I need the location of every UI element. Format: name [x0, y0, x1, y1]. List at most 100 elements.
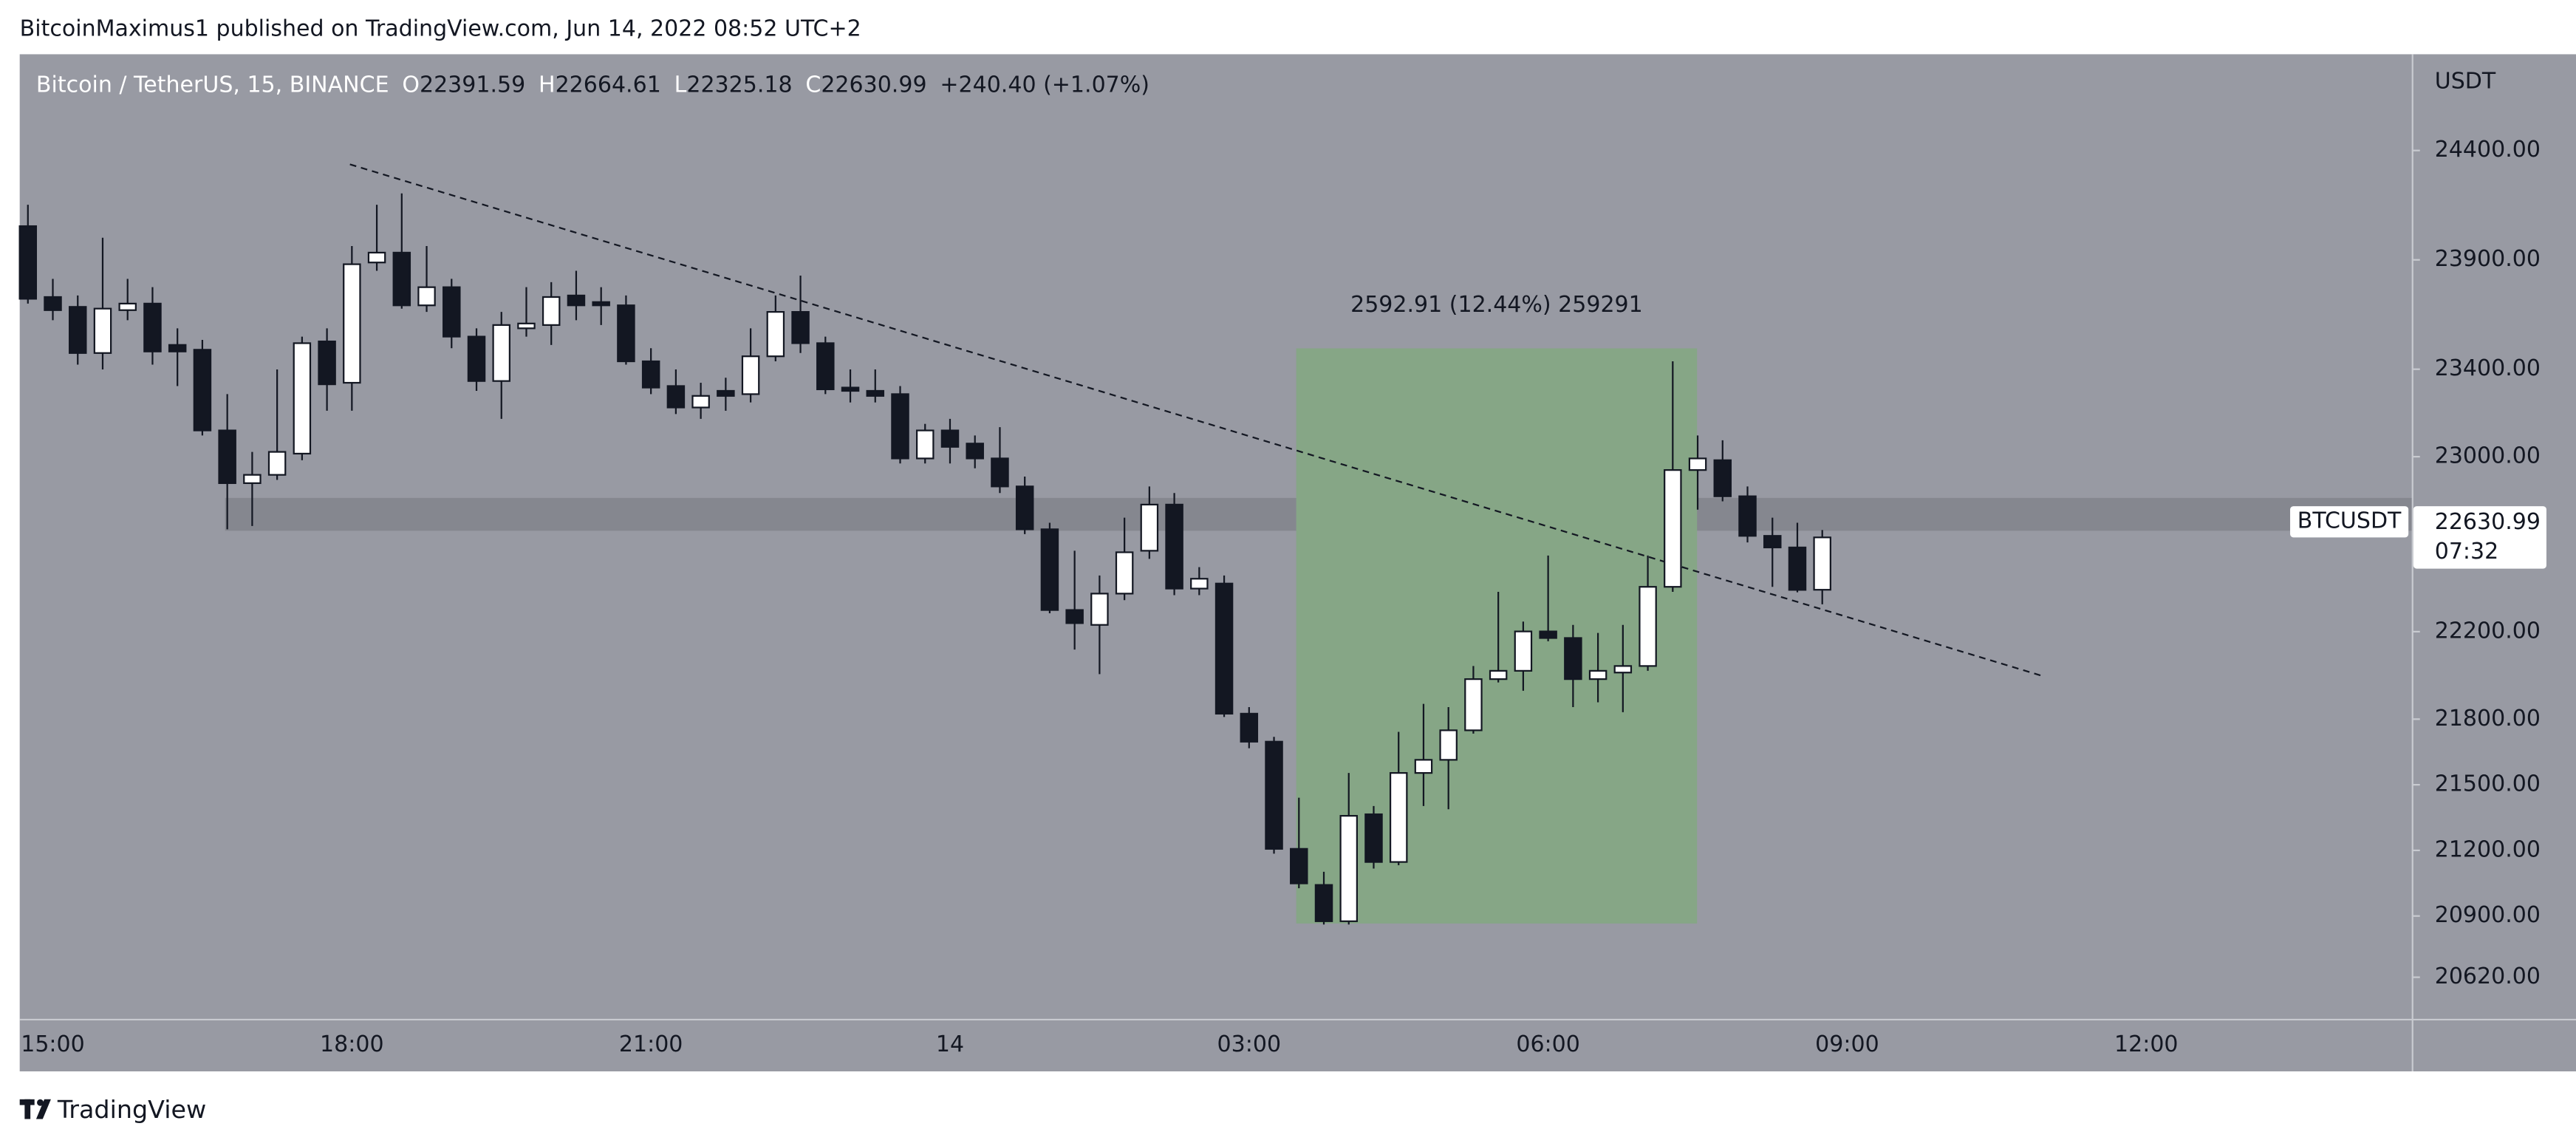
candle-body — [1713, 459, 1732, 497]
candle-body — [392, 251, 411, 307]
candle-body — [1514, 630, 1533, 672]
y-tick-label: 21800.00 — [2435, 706, 2541, 731]
range-label: 2592.91 (12.44%) 259291 — [1350, 292, 1643, 318]
candle-body — [891, 393, 909, 460]
legend-high: 22664.61 — [556, 72, 661, 98]
candle-body — [1489, 669, 1508, 681]
y-tick-label: 23900.00 — [2435, 246, 2541, 272]
brand-name: TradingView — [57, 1095, 206, 1124]
legend-l: L — [674, 72, 687, 98]
countdown: 07:32 — [2435, 539, 2499, 565]
candle-body — [492, 324, 510, 382]
candle-body — [243, 474, 262, 485]
candle-body — [541, 296, 561, 327]
y-tick-label: 23400.00 — [2435, 355, 2541, 381]
legend-o: O — [402, 72, 420, 98]
y-tick-label: 23000.00 — [2435, 443, 2541, 469]
brand-logo — [19, 1099, 51, 1119]
legend-change: +240.40 (+1.07%) — [940, 72, 1149, 98]
x-tick-label: 21:00 — [619, 1031, 683, 1057]
logo-part — [24, 1099, 31, 1119]
candle-body — [143, 302, 162, 352]
x-tick-label: 12:00 — [2114, 1031, 2179, 1057]
logo-part — [37, 1099, 44, 1106]
candle-body — [517, 322, 536, 330]
candle-body — [966, 443, 984, 460]
candle-body — [93, 307, 112, 354]
candle-body — [841, 386, 860, 392]
plot — [18, 193, 1831, 925]
symbol-tag: BTCUSDT — [2297, 508, 2402, 534]
candle-body — [1140, 503, 1159, 552]
y-tick-label: 21200.00 — [2435, 836, 2541, 862]
candle-body — [267, 451, 287, 476]
candle-body — [1664, 469, 1682, 588]
symbol-tag-box — [2290, 506, 2409, 538]
y-tick-label: 21500.00 — [2435, 771, 2541, 797]
y-tick-label: 20900.00 — [2435, 902, 2541, 928]
candle-body — [1240, 712, 1259, 743]
candle-body — [1464, 678, 1483, 731]
candle-body — [1564, 637, 1582, 681]
candle-body — [940, 429, 960, 448]
candle-body — [18, 225, 38, 300]
candle-body — [1040, 528, 1059, 611]
candle-body — [1763, 535, 1782, 549]
y-tick-label: 22200.00 — [2435, 618, 2541, 644]
candle-body — [193, 349, 212, 432]
candle-body — [1214, 582, 1234, 715]
x-tick-label: 15:00 — [21, 1031, 85, 1057]
legend-close: 22630.99 — [821, 72, 926, 98]
candle-body — [417, 286, 436, 307]
axis-unit: USDT — [2435, 69, 2496, 95]
candle-body — [1314, 884, 1333, 922]
candle-body — [717, 389, 735, 397]
drawings — [225, 163, 2412, 924]
candle-body — [567, 294, 586, 307]
candle-body — [1290, 847, 1308, 884]
range-box — [1296, 348, 1698, 924]
legend-symbol: Bitcoin / TetherUS, 15, BINANCE — [36, 72, 389, 98]
y-tick-label: 24400.00 — [2435, 137, 2541, 163]
legend: Bitcoin / TetherUS, 15, BINANCE O22391.59… — [36, 72, 1149, 98]
candle-body — [1389, 772, 1408, 863]
candle-body — [1588, 669, 1608, 681]
candle-body — [816, 342, 835, 391]
candle-body — [118, 302, 137, 311]
candle-body — [1539, 630, 1557, 639]
candle-body — [1613, 665, 1633, 674]
last-price-box — [2413, 506, 2546, 569]
candle-body — [1688, 457, 1707, 471]
candle-body — [367, 251, 386, 264]
candle-body — [343, 263, 361, 384]
candle-body — [1190, 578, 1209, 590]
candle-body — [916, 429, 935, 460]
last-price: 22630.99 — [2435, 509, 2541, 535]
candle-body — [1813, 536, 1831, 591]
x-tick-label: 18:00 — [320, 1031, 384, 1057]
x-tick-label: 06:00 — [1516, 1031, 1580, 1057]
y-tick-label: 20620.00 — [2435, 963, 2541, 989]
candle-body — [666, 385, 686, 409]
candle-body — [443, 286, 461, 338]
candle-body — [592, 301, 610, 307]
legend-open: 22391.59 — [420, 72, 525, 98]
x-tick-label: 03:00 — [1217, 1031, 1282, 1057]
legend-c: C — [805, 72, 821, 98]
candle-body — [617, 304, 635, 363]
candle-body — [1414, 759, 1433, 774]
candle-body — [1090, 593, 1109, 626]
candle-body — [1065, 609, 1084, 624]
legend-low: 22325.18 — [686, 72, 792, 98]
candle-body — [1788, 546, 1807, 591]
candle-body — [991, 457, 1009, 488]
candle-body — [641, 360, 660, 389]
candle-body — [1165, 503, 1183, 590]
x-tick-label: 14 — [936, 1031, 964, 1057]
candle-body — [68, 306, 87, 354]
candle-body — [218, 429, 236, 485]
candle-body — [1265, 740, 1283, 850]
candle-body — [1439, 729, 1458, 761]
